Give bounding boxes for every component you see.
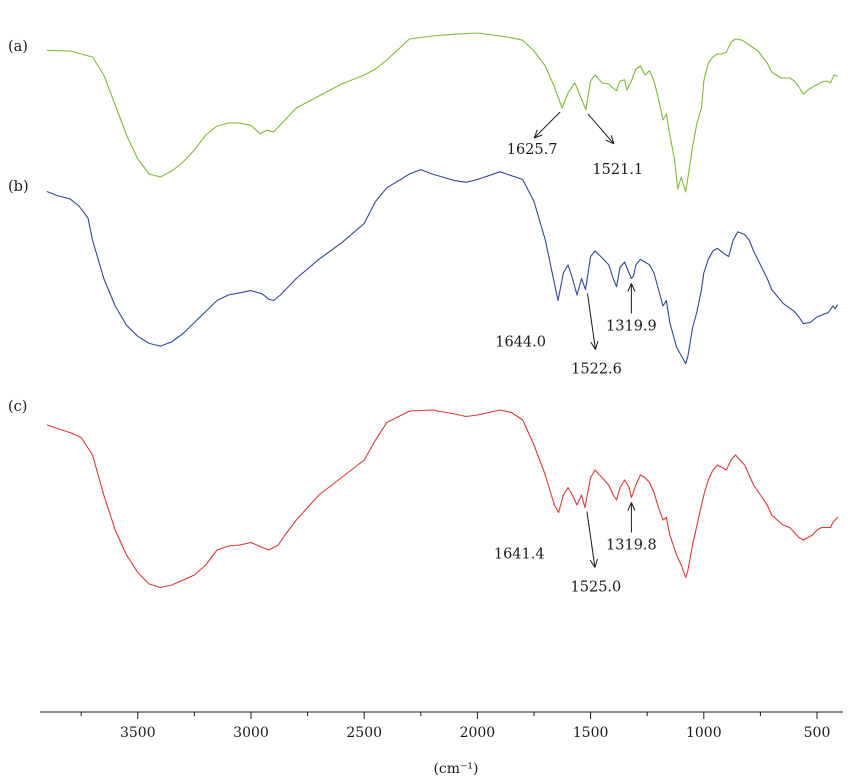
annotation-1625-7-arrow <box>533 111 561 139</box>
x-tick-label-2500: 2500 <box>346 725 382 741</box>
annotation-1525-0-arrowhead <box>589 558 598 568</box>
x-axis: (cm⁻¹) 3500 3000 2500 2000 1500 1000 500 <box>40 711 843 777</box>
spectrum-line-a <box>46 32 838 193</box>
x-tick-label-1500: 1500 <box>573 725 609 741</box>
x-tick-label-3500: 3500 <box>120 725 156 741</box>
annotation-1319-8-arrowhead <box>627 502 636 511</box>
spectrum-line-c <box>46 409 838 589</box>
annotation-1319-9-label: 1319.9 <box>606 319 657 335</box>
annotation-1625-7-label: 1625.7 <box>507 142 558 158</box>
series-label-a: (a) <box>8 39 28 55</box>
label-layer: (a) (b) (c) <box>8 39 29 415</box>
annotation-1525-0-arrow <box>586 511 596 568</box>
annotation-1521-1-arrow <box>587 113 615 145</box>
annotation-layer: 1625.7 1521.1 1644.0 1522.6 1319.9 1641.4 1525… <box>494 111 657 596</box>
annotation-1522-6-arrow <box>586 293 596 350</box>
x-tick-label-2000: 2000 <box>460 725 496 741</box>
x-axis-label: (cm⁻¹) <box>433 761 478 777</box>
annotation-1522-6-arrowhead <box>590 340 599 350</box>
series-label-c: (c) <box>8 399 27 415</box>
annotation-1522-6-label: 1522.6 <box>571 362 622 378</box>
x-tick-label-3000: 3000 <box>233 725 269 741</box>
series-layer <box>46 32 838 589</box>
annotation-1641-4-label: 1641.4 <box>494 547 545 563</box>
series-label-b: (b) <box>8 179 29 195</box>
annotation-1625-7-arrowhead <box>533 129 543 139</box>
annotation-1319-8-label: 1319.8 <box>606 538 657 554</box>
x-tick-label-500: 500 <box>804 725 831 741</box>
annotation-1644-0-label: 1644.0 <box>495 335 546 351</box>
annotation-1319-9-arrowhead <box>627 283 636 292</box>
x-tick-label-1000: 1000 <box>686 725 722 741</box>
spectrum-line-b <box>46 169 838 365</box>
annotation-1525-0-label: 1525.0 <box>571 580 622 596</box>
annotation-1521-1-label: 1521.1 <box>592 162 643 178</box>
annotation-1521-1-arrowhead <box>605 135 615 145</box>
